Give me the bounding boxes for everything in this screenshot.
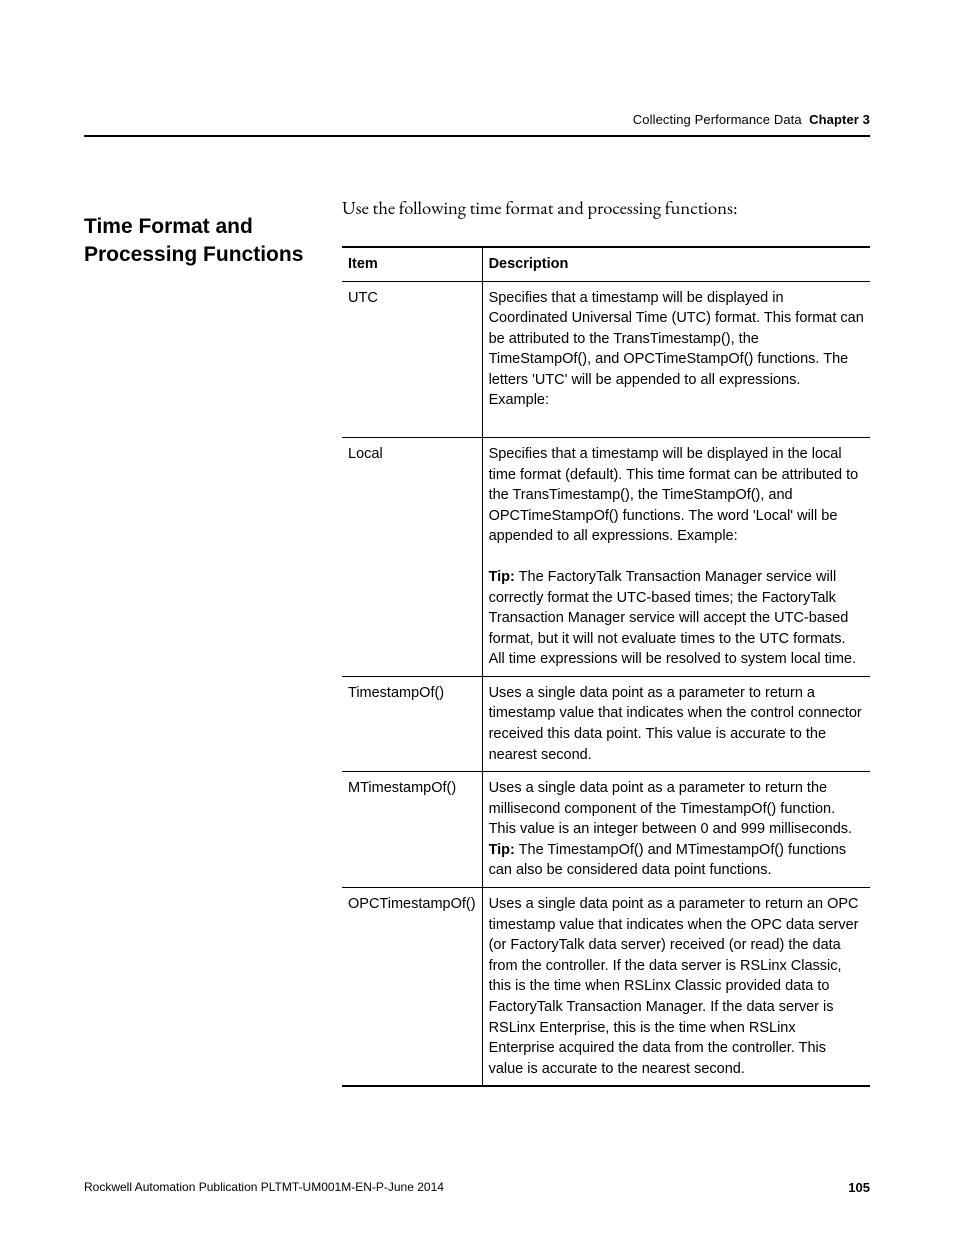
cell-item: OPCTimestampOf() [342,888,482,1087]
cell-item: Local [342,438,482,553]
footer-page-number: 105 [848,1180,870,1195]
cell-desc: Specifies that a timestamp will be displ… [482,281,870,437]
running-header: Collecting Performance Data Chapter 3 [84,112,870,127]
page-footer: Rockwell Automation Publication PLTMT-UM… [84,1180,870,1195]
cell-desc: Uses a single data point as a parameter … [482,772,870,888]
header-rule [84,135,870,137]
table-row: OPCTimestampOf() Uses a single data poin… [342,888,870,1087]
desc-text: Specifies that a timestamp will be displ… [489,288,864,411]
side-heading: Time Format and Processing Functions [84,195,342,270]
cell-desc: Uses a single data point as a parameter … [482,888,870,1087]
running-header-section: Collecting Performance Data [633,112,802,127]
running-header-chapter: Chapter 3 [809,112,870,127]
cell-item: MTimestampOf() [342,772,482,888]
cell-item: TimestampOf() [342,676,482,771]
footer-publication: Rockwell Automation Publication PLTMT-UM… [84,1180,444,1195]
tip-text: The TimestampOf() and MTimestampOf() fun… [489,842,847,879]
cell-desc: Specifies that a timestamp will be displ… [482,438,870,553]
cell-desc: Uses a single data point as a parameter … [482,676,870,771]
tip-label: Tip: [489,842,515,858]
table-row: Tip: The FactoryTalk Transaction Manager… [342,553,870,676]
intro-text: Use the following time format and proces… [342,195,870,220]
table-row: Local Specifies that a timestamp will be… [342,438,870,553]
desc-text: Uses a single data point as a parameter … [489,778,864,840]
table-row: TimestampOf() Uses a single data point a… [342,676,870,771]
cell-item-empty [342,553,482,676]
th-item: Item [342,247,482,281]
th-desc: Description [482,247,870,281]
table-row: UTC Specifies that a timestamp will be d… [342,281,870,437]
tip-label: Tip: [489,569,515,585]
table-row: MTimestampOf() Uses a single data point … [342,772,870,888]
cell-tip: Tip: The FactoryTalk Transaction Manager… [482,553,870,676]
desc-text: Specifies that a timestamp will be displ… [489,444,864,547]
cell-item: UTC [342,281,482,437]
functions-table: Item Description UTC Specifies that a ti… [342,246,870,1087]
tip-text: The FactoryTalk Transaction Manager serv… [489,569,856,667]
